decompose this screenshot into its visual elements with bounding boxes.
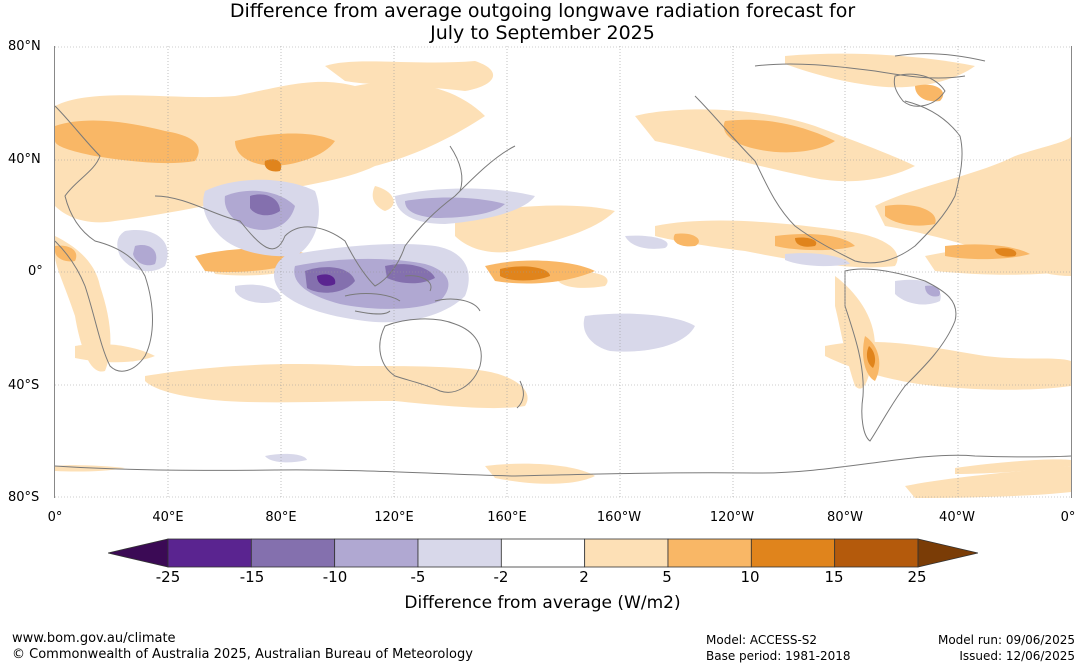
colorbar-tick: -15 <box>239 568 265 586</box>
footer-left: www.bom.gov.au/climate © Commonwealth of… <box>12 631 473 663</box>
footer-right: Model run: 09/06/2025 Issued: 12/06/2025 <box>938 632 1075 664</box>
colorbar-tick: 2 <box>579 568 589 586</box>
colorbar-cell <box>750 538 836 568</box>
model-run-text: Model run: 09/06/2025 <box>937 633 1075 647</box>
colorbar-tick: 25 <box>907 568 927 586</box>
title-line-2: July to September 2025 <box>430 22 655 44</box>
issued-text: Issued: 12/06/2025 <box>959 649 1075 663</box>
lat-label-eq: 0° <box>28 264 43 279</box>
colorbar-tick: 15 <box>824 568 844 586</box>
lon-label-0: 0° <box>47 510 63 525</box>
chart-title: Difference from average outgoing longwav… <box>0 0 1085 44</box>
lon-label-80e: 80°E <box>265 510 297 525</box>
colorbar-extend-low <box>108 538 169 568</box>
map-svg <box>55 46 1071 498</box>
colorbar-cell <box>500 538 586 568</box>
colorbar-cell <box>584 538 669 568</box>
website-link[interactable]: www.bom.gov.au/climate <box>12 631 176 646</box>
colorbar-tick: -5 <box>410 568 426 586</box>
colorbar-tick: -2 <box>493 568 509 586</box>
colorbar-tick: -25 <box>155 568 181 586</box>
colorbar-cell <box>417 538 502 568</box>
colorbar <box>108 538 978 568</box>
anomaly-dark-orange <box>264 159 1017 368</box>
coastlines <box>55 53 1071 477</box>
lon-label-0-right: 0° <box>1060 510 1076 525</box>
footer-middle: Model: ACCESS-S2 Base period: 1981-2018 <box>706 632 851 664</box>
colorbar-tick: 5 <box>662 568 672 586</box>
lon-label-40e: 40°E <box>152 510 184 525</box>
colorbar-tick: 10 <box>740 568 760 586</box>
lon-label-80w: 80°W <box>827 510 863 525</box>
colorbar-cell <box>334 538 419 568</box>
colorbar-title: Difference from average (W/m2) <box>404 593 681 613</box>
colorbar-cell <box>250 538 336 568</box>
copyright-text: © Commonwealth of Australia 2025, Austra… <box>12 647 473 662</box>
graticule <box>55 46 1071 498</box>
base-period-text: Base period: 1981-2018 <box>706 649 851 663</box>
lat-label-80s: 80°S <box>8 490 40 505</box>
lat-label-40s: 40°S <box>8 378 40 393</box>
lon-label-120w: 120°W <box>709 510 755 525</box>
colorbar-extend-high <box>917 538 978 568</box>
anomaly-deep-purple <box>317 274 336 286</box>
lon-label-40w: 40°W <box>939 510 975 525</box>
lat-label-80n: 80°N <box>8 39 41 54</box>
anomaly-medium-orange <box>55 84 1030 381</box>
colorbar-cell <box>667 538 752 568</box>
colorbar-tick: -10 <box>322 568 348 586</box>
lat-label-40n: 40°N <box>8 152 41 167</box>
forecast-map <box>54 46 1072 498</box>
colorbar-cell <box>167 538 252 568</box>
lon-label-160e: 160°E <box>487 510 527 525</box>
lon-label-120e: 120°E <box>374 510 414 525</box>
title-line-1: Difference from average outgoing longwav… <box>229 0 856 22</box>
lon-label-160w: 160°W <box>596 510 642 525</box>
colorbar-cell <box>834 538 919 568</box>
model-text: Model: ACCESS-S2 <box>706 633 818 647</box>
